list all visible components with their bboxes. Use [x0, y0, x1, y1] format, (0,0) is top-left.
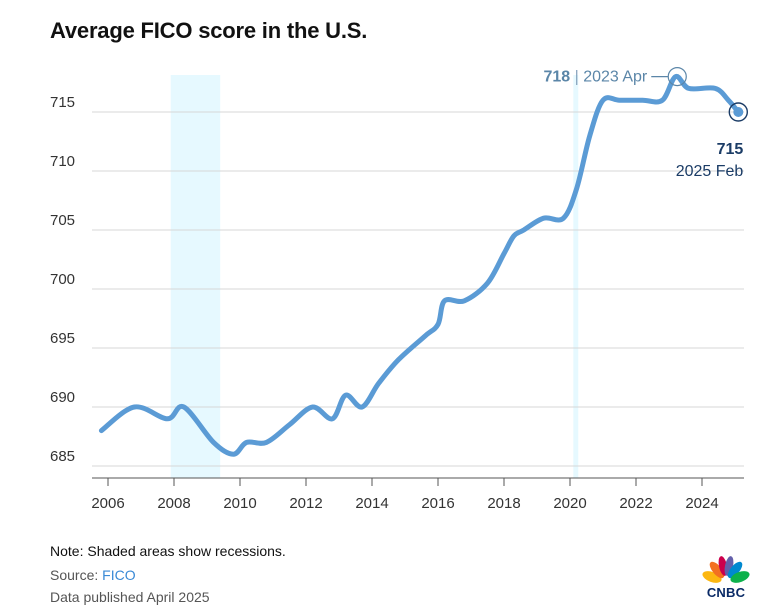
x-tick-label: 2008: [157, 495, 190, 512]
recession-bands: [170, 75, 579, 478]
y-tick-label: 715: [50, 94, 75, 111]
logo-text: CNBC: [706, 585, 746, 600]
source: Source: FICO: [50, 567, 136, 583]
x-tick-label: 2018: [487, 495, 520, 512]
x-tick-label: 2012: [289, 495, 322, 512]
source-prefix: Source:: [50, 567, 103, 583]
x-tick-label: 2014: [355, 495, 388, 512]
end-date-label: 2025 Feb: [676, 163, 744, 180]
end-value-label: 715: [717, 141, 744, 158]
y-tick-label: 690: [50, 389, 75, 406]
end-marker: [728, 102, 748, 122]
x-axis-ticks: 2006 2008 2010 2012 2014 2016 2018 2020 2022 2024: [91, 478, 719, 512]
annotations: 718 | 2023 Apr 715 2025 Feb: [543, 66, 748, 180]
y-tick-label: 695: [50, 330, 75, 347]
x-tick-label: 2016: [421, 495, 454, 512]
y-tick-label: 710: [50, 153, 75, 170]
x-tick-label: 2022: [619, 495, 652, 512]
x-tick-label: 2020: [553, 495, 586, 512]
peak-label: 718 | 2023 Apr: [543, 69, 647, 86]
published-date: Data published April 2025: [50, 589, 210, 605]
note: Note: Shaded areas show recessions.: [50, 543, 286, 559]
series-line: [98, 73, 741, 457]
gridlines: [92, 111, 744, 479]
y-tick-label: 705: [50, 212, 75, 229]
end-dot: [733, 107, 744, 117]
cnbc-logo: CNBC: [702, 553, 750, 605]
x-tick-label: 2010: [223, 495, 256, 512]
recession-band-1: [573, 75, 579, 478]
series: [98, 73, 741, 457]
x-tick-label: 2006: [91, 495, 124, 512]
y-tick-label: 700: [50, 271, 75, 288]
source-link[interactable]: FICO: [102, 567, 136, 583]
y-tick-label: 685: [50, 448, 75, 465]
nbc-peacock-icon: [702, 556, 750, 583]
y-axis-ticks: 685 690 695 700 705 710 715: [50, 94, 75, 465]
chart-title: Average FICO score in the U.S.: [50, 18, 368, 43]
x-tick-label: 2024: [685, 495, 718, 512]
